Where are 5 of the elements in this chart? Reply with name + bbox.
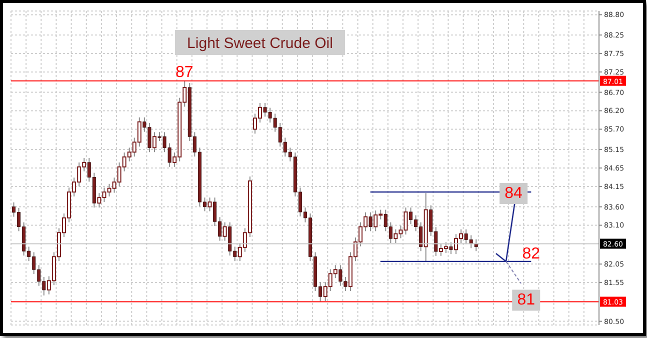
text: Light Sweet Crude Oil <box>187 35 333 52</box>
annotation: 81 <box>517 292 536 309</box>
annotation: 87 <box>175 64 194 81</box>
annotation: 84 <box>504 185 523 202</box>
annotation: 82 <box>522 245 540 262</box>
